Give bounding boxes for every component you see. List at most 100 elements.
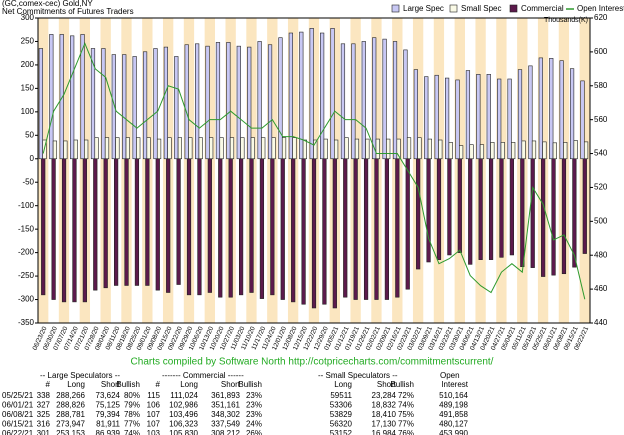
table-group-header: -- Large Speculators -- xyxy=(40,371,120,380)
bar xyxy=(551,158,556,276)
table-cell: 26% xyxy=(246,429,262,435)
table-cell: 288,266 xyxy=(56,391,85,400)
table-cell: 301 xyxy=(37,429,51,435)
bar xyxy=(392,41,398,160)
table-cell: 102,986 xyxy=(169,401,198,410)
y-tick-label: 50 xyxy=(25,130,34,139)
bar xyxy=(334,139,339,160)
legend-swatch xyxy=(509,4,518,13)
bar xyxy=(228,158,233,298)
legend-label: Open Interest xyxy=(577,4,624,13)
bar xyxy=(552,142,557,160)
legend-label: Commercial xyxy=(521,4,564,13)
legend-swatch xyxy=(391,4,400,13)
table-cell: 23% xyxy=(246,410,262,419)
bar xyxy=(520,158,525,267)
bar xyxy=(375,138,380,160)
bar xyxy=(561,158,567,275)
bar xyxy=(447,158,452,256)
table-group-header: Open xyxy=(440,371,460,380)
table-cell: 327 xyxy=(37,401,51,410)
y-tick-label: 100 xyxy=(21,107,35,116)
bar xyxy=(226,42,231,160)
bar xyxy=(292,137,297,160)
table-cell: 288,826 xyxy=(56,401,85,410)
bar xyxy=(413,69,418,160)
bar xyxy=(500,142,505,160)
table-cell: 325 xyxy=(37,410,51,419)
bar xyxy=(59,34,64,160)
bar xyxy=(395,158,400,298)
bar xyxy=(122,54,127,160)
bar xyxy=(188,137,193,160)
chart-title: (GC,comex-cec) Gold,NY xyxy=(2,0,93,8)
table-cell: 316 xyxy=(37,420,51,429)
table-cell: 351,161 xyxy=(211,401,240,410)
bar xyxy=(156,138,162,160)
bar xyxy=(444,77,450,160)
bar xyxy=(427,138,432,160)
bar xyxy=(134,158,140,286)
table-cell: 253,153 xyxy=(56,429,85,435)
table-column-header: Short xyxy=(101,380,121,389)
table-cell: 06/08/21 xyxy=(2,410,34,419)
bar xyxy=(281,137,287,160)
table-cell: 103,496 xyxy=(169,410,198,419)
table-cell: 76% xyxy=(398,429,414,435)
bar xyxy=(528,65,533,160)
bar xyxy=(101,48,106,160)
bar xyxy=(205,45,210,160)
bar xyxy=(542,141,547,160)
bar xyxy=(291,158,296,303)
table-cell: 23,284 xyxy=(372,391,397,400)
table-cell: 72% xyxy=(398,391,414,400)
y-tick-label: -100 xyxy=(18,201,35,210)
table-cell: 273,947 xyxy=(56,420,85,429)
bar xyxy=(406,137,412,160)
y-tick-label: -200 xyxy=(18,248,35,257)
bar xyxy=(267,44,273,160)
bar xyxy=(215,42,221,160)
bar xyxy=(238,158,244,296)
bar xyxy=(38,48,44,160)
bar xyxy=(198,137,203,160)
table-column-header: # xyxy=(46,380,51,389)
table-column-header: Interest xyxy=(441,380,468,389)
y-tick-label: -250 xyxy=(18,271,35,280)
bar xyxy=(166,158,171,293)
bar xyxy=(93,158,98,291)
y2-tick-label: 620 xyxy=(594,13,608,22)
table-cell: 23% xyxy=(246,391,262,400)
y2-tick-label: 560 xyxy=(594,115,608,124)
table-cell: 361,893 xyxy=(211,391,240,400)
bar xyxy=(538,57,543,160)
bar xyxy=(386,138,391,160)
table-cell: 06/01/21 xyxy=(2,401,34,410)
chart-subtitle: Net Commitments of Futures Traders xyxy=(2,7,134,16)
y2-tick-label: 480 xyxy=(594,250,608,259)
bar xyxy=(372,37,377,160)
line-series xyxy=(42,42,586,300)
bar xyxy=(249,158,254,293)
bar xyxy=(153,48,158,160)
bar xyxy=(509,158,514,256)
bar xyxy=(322,158,327,305)
bar xyxy=(114,158,119,286)
bar xyxy=(486,74,491,160)
bar xyxy=(434,74,439,160)
y-tick-label: -150 xyxy=(18,224,35,233)
bar xyxy=(455,79,460,160)
bar xyxy=(468,158,473,265)
table-column-header: Short xyxy=(377,380,397,389)
bar xyxy=(219,137,224,160)
bar xyxy=(218,158,223,298)
bar xyxy=(288,32,293,160)
bar xyxy=(186,158,192,296)
y2-tick-label: 500 xyxy=(594,216,608,225)
bar xyxy=(311,158,317,309)
bar xyxy=(531,140,537,160)
table-cell: 453,990 xyxy=(439,429,468,435)
bar xyxy=(132,56,137,160)
table-cell: 103 xyxy=(147,429,161,435)
bar xyxy=(52,140,58,160)
